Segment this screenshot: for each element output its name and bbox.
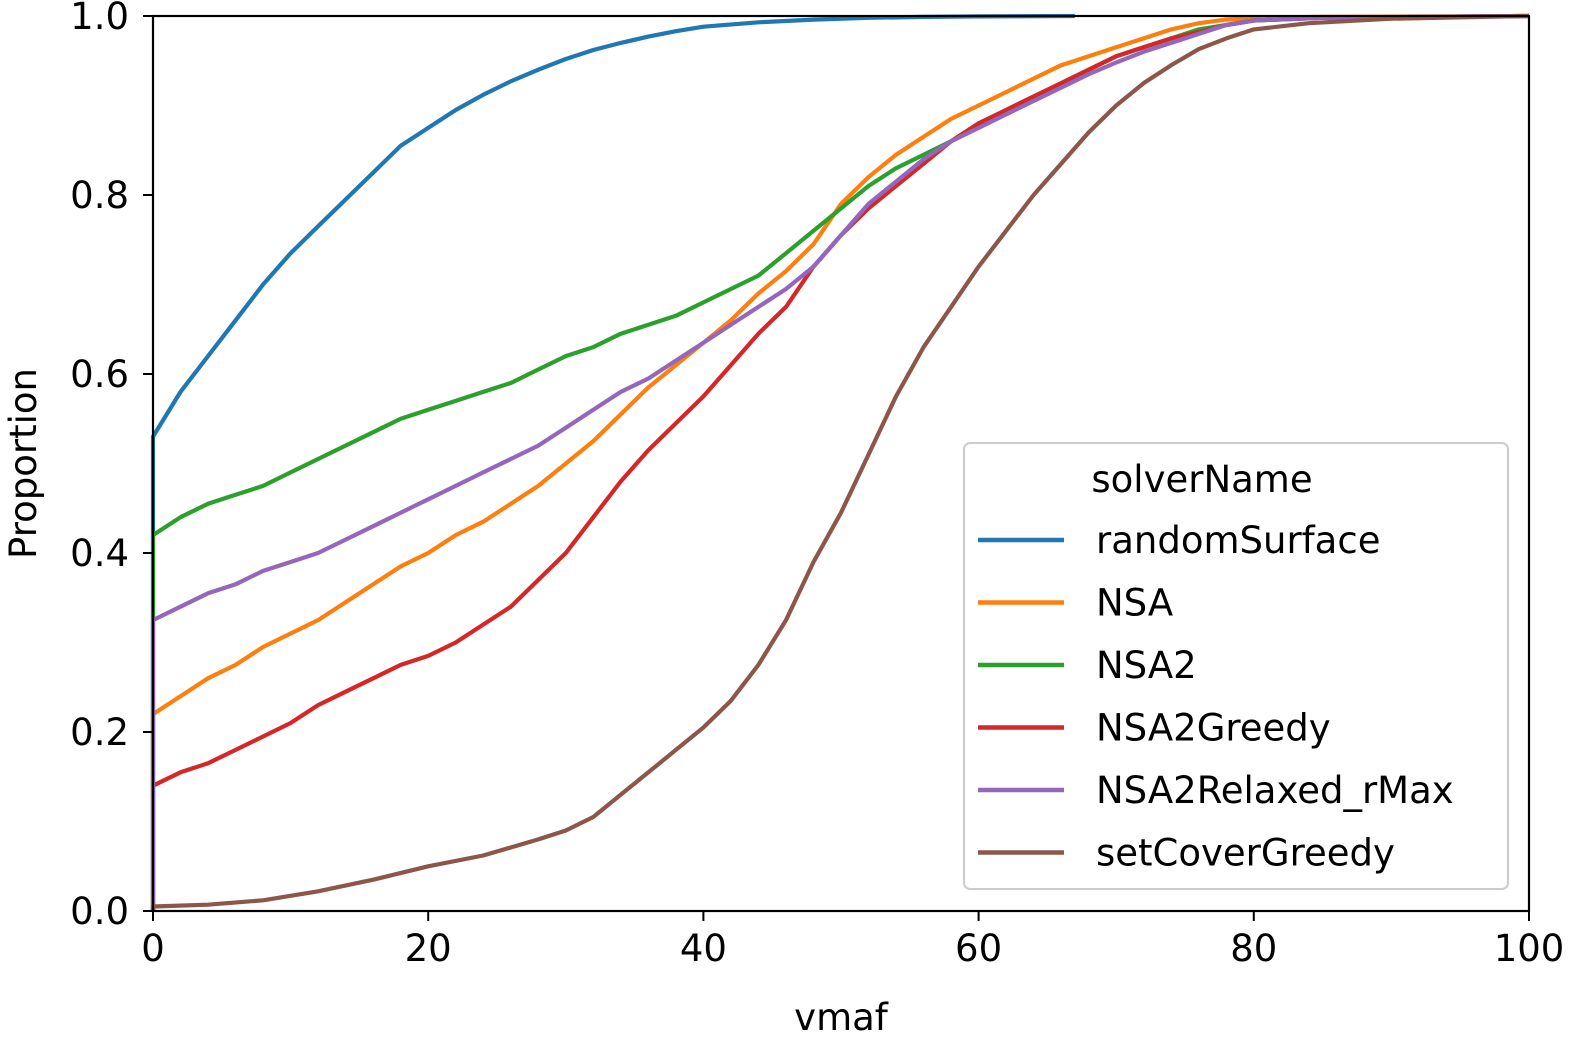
x-axis-label: vmaf [794, 996, 889, 1039]
series-line-NSA2Relaxed_rMax [150, 13, 1530, 911]
x-tick-label: 20 [405, 927, 452, 970]
series-line-NSA2Greedy [150, 13, 1530, 911]
y-tick-label: 0.8 [70, 174, 129, 217]
y-tick-label: 1.0 [70, 0, 129, 38]
series-line-setCoverGreedy [150, 13, 1530, 911]
y-tick-label: 0.4 [70, 532, 129, 575]
legend-label: NSA2Relaxed_rMax [1096, 769, 1454, 812]
axes-frame [151, 14, 1531, 913]
y-axis-label: Proportion [2, 368, 45, 559]
y-tick-label: 0.6 [70, 353, 129, 396]
y-tick-label: 0.2 [70, 711, 129, 754]
x-tick-label: 40 [680, 927, 727, 970]
legend-title: solverName [1091, 458, 1312, 501]
legend-label: NSA [1096, 582, 1173, 625]
legend-box [963, 442, 1509, 890]
x-tick-label: 0 [141, 927, 165, 970]
series-line-randomSurface [150, 13, 1075, 911]
axis-ticks: 0 20 40 60 80 100 0.0 0.2 0.4 0.6 0.8 1.0 [70, 0, 1564, 970]
x-tick-label: 100 [1494, 927, 1565, 970]
legend-label: NSA2Greedy [1096, 707, 1331, 750]
legend: solverName randomSurface NSA NSA2 NSA2Greed… [963, 442, 1509, 890]
legend-label: NSA2 [1096, 644, 1197, 687]
x-tick-label: 60 [955, 927, 1002, 970]
y-tick-label: 0.0 [70, 890, 129, 933]
legend-label: randomSurface [1096, 519, 1380, 562]
series-lines [150, 13, 1530, 911]
legend-label: setCoverGreedy [1096, 832, 1395, 875]
x-tick-label: 80 [1230, 927, 1277, 970]
